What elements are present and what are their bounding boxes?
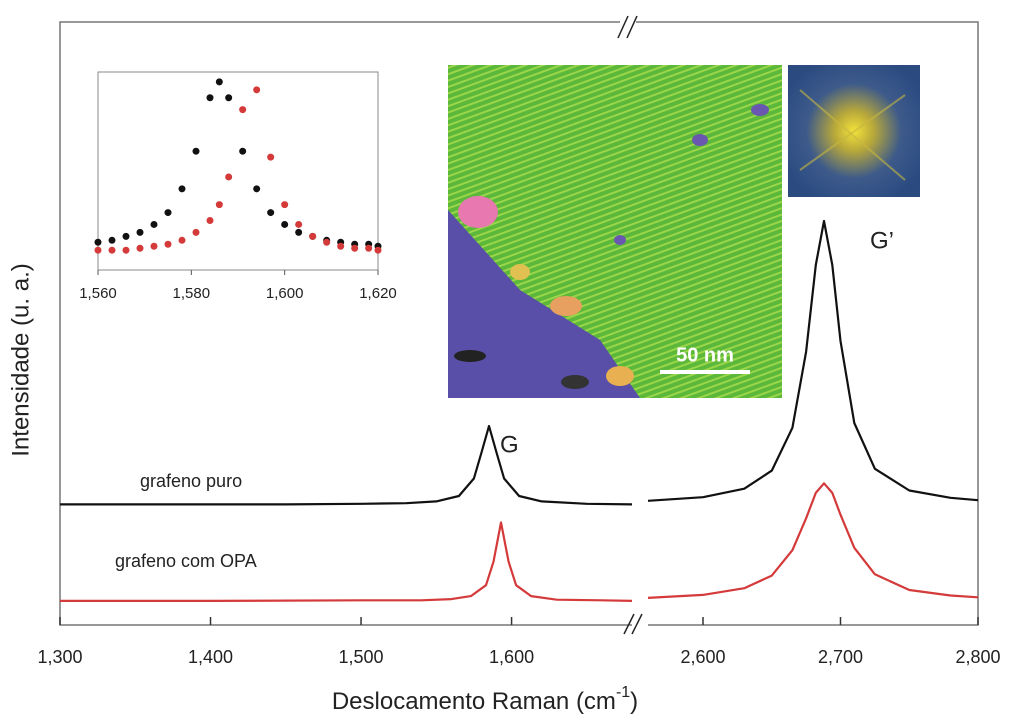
inset-x-tick-label: 1,580 bbox=[173, 285, 211, 302]
x-axis-label-text: Deslocamento Raman (cm bbox=[332, 688, 616, 715]
inset-point bbox=[281, 220, 289, 228]
inset-point bbox=[164, 240, 172, 248]
inset-point bbox=[150, 220, 158, 228]
inset-point bbox=[94, 238, 102, 246]
inset-point bbox=[108, 236, 116, 244]
stm-image bbox=[448, 65, 782, 398]
plot-frame bbox=[59, 21, 979, 626]
inset-point bbox=[215, 201, 223, 209]
inset-point bbox=[178, 185, 186, 193]
x-tick-label: 1,600 bbox=[489, 647, 534, 667]
inset-point bbox=[225, 94, 233, 102]
inset-x-tick-label: 1,600 bbox=[266, 285, 304, 302]
inset-x-tick-label: 1,560 bbox=[79, 285, 117, 302]
x-tick-label: 1,400 bbox=[188, 647, 233, 667]
inset-point bbox=[150, 242, 158, 250]
scale-bar-label: 50 nm bbox=[676, 344, 734, 366]
axis-break bbox=[617, 14, 648, 635]
x-tick-label: 2,800 bbox=[955, 647, 1000, 667]
inset-point bbox=[122, 232, 130, 240]
inset-point bbox=[267, 153, 275, 161]
x-axis-label-sup: -1 bbox=[616, 684, 630, 701]
inset-point bbox=[108, 246, 116, 254]
spectrum-line bbox=[60, 219, 979, 506]
inset-x-tick-label: 1,620 bbox=[359, 285, 397, 302]
inset-point bbox=[323, 238, 331, 246]
inset-point bbox=[215, 78, 223, 86]
y-axis-label: Intensidade (u. a.) bbox=[7, 263, 34, 456]
inset-point bbox=[164, 209, 172, 217]
series-label: grafeno com OPA bbox=[115, 551, 257, 571]
inset-point bbox=[122, 246, 130, 254]
inset-point bbox=[309, 232, 317, 240]
inset-point bbox=[374, 246, 382, 254]
inset-point bbox=[178, 236, 186, 244]
inset-point bbox=[239, 147, 247, 155]
series-label: grafeno puro bbox=[140, 471, 242, 491]
inset-point bbox=[225, 173, 233, 181]
x-axis-label-suffix: ) bbox=[630, 688, 638, 715]
inset-point bbox=[94, 246, 102, 254]
x-axis-label: Deslocamento Raman (cm-1) bbox=[332, 684, 638, 715]
x-tick-label: 2,600 bbox=[680, 647, 725, 667]
inset-point bbox=[253, 185, 261, 193]
inset-point bbox=[239, 106, 247, 114]
inset-point bbox=[192, 228, 200, 236]
inset-point bbox=[281, 201, 289, 209]
inset-frame bbox=[97, 71, 379, 271]
peak-label: G bbox=[500, 431, 519, 458]
inset-point bbox=[295, 228, 303, 236]
spectrum-line bbox=[60, 482, 979, 602]
inset-point bbox=[253, 86, 261, 94]
peak-label: G’ bbox=[870, 227, 894, 254]
x-tick-label: 2,700 bbox=[818, 647, 863, 667]
inset-point bbox=[267, 209, 275, 217]
inset-point bbox=[365, 244, 373, 252]
inset-point bbox=[351, 244, 359, 252]
inset-point bbox=[136, 244, 144, 252]
x-tick-label: 1,300 bbox=[37, 647, 82, 667]
inset-point bbox=[136, 228, 144, 236]
inset-point bbox=[192, 147, 200, 155]
inset-point bbox=[206, 94, 214, 102]
fft-image bbox=[788, 65, 920, 197]
x-tick-label: 1,500 bbox=[339, 647, 384, 667]
inset-point bbox=[295, 220, 303, 228]
inset-point bbox=[337, 242, 345, 250]
inset-point bbox=[206, 217, 214, 224]
